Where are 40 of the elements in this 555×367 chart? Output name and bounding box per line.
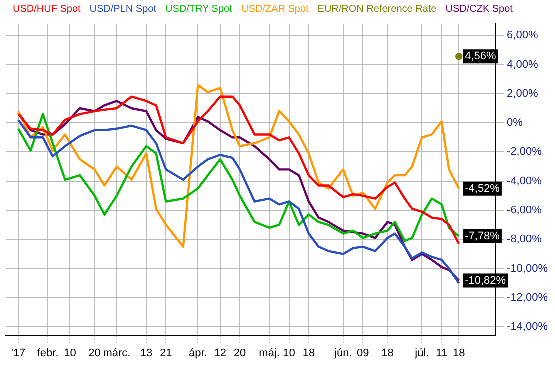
x-tick-label: 09 [356, 347, 370, 360]
x-tick-label: febr. [37, 347, 59, 360]
text: EUR/RON Reference Rate [318, 4, 438, 15]
y-tick-label: -4,00% [507, 175, 542, 188]
data-label: -7,78% [465, 230, 500, 242]
text: USD/TRY Spot [165, 4, 233, 15]
text: USD/PLN Spot [90, 4, 157, 15]
x-tick-label: 18 [382, 347, 394, 360]
x-tick-label: márc. [103, 347, 131, 360]
x-tick-label: '17 [11, 347, 26, 360]
data-label: -4,52% [465, 182, 500, 195]
y-tick-label: 0% [507, 117, 524, 130]
y-tick-label: -8,00% [507, 234, 542, 246]
y-tick-label: 4,00% [507, 58, 538, 71]
data-label: 4,56% [465, 50, 497, 63]
y-tick-label: -12,00% [507, 292, 548, 304]
text: USD/CZK Spot [446, 4, 514, 15]
y-tick-label: -10,00% [507, 262, 548, 275]
x-tick-label: 10 [283, 347, 296, 360]
y-tick-label: -14,00% [507, 321, 548, 334]
data-label: -10,82% [465, 274, 506, 287]
x-tick-label: 10 [64, 347, 76, 360]
y-tick-label: 2,00% [507, 88, 538, 100]
x-tick-label: 13 [140, 347, 153, 360]
y-tick-label: 6,00% [507, 30, 538, 42]
x-tick-label: 20 [234, 347, 246, 360]
x-tick-label: 21 [160, 347, 172, 360]
x-tick-label: máj. [259, 347, 280, 360]
text: USD/ZAR Spot [242, 4, 310, 15]
y-tick-label: -6,00% [507, 204, 542, 217]
x-tick-label: 20 [88, 347, 101, 360]
x-tick-label: 11 [436, 347, 448, 360]
y-tick-label: -2,00% [507, 146, 542, 158]
text: USD/HUF Spot [13, 4, 82, 15]
x-tick-label: júl. [414, 347, 430, 360]
x-tick-label: 18 [302, 347, 316, 360]
x-tick-label: 12 [214, 347, 226, 360]
x-tick-label: 18 [452, 347, 466, 360]
x-tick-label: ápr. [189, 347, 208, 360]
x-tick-label: jún. [334, 347, 352, 360]
